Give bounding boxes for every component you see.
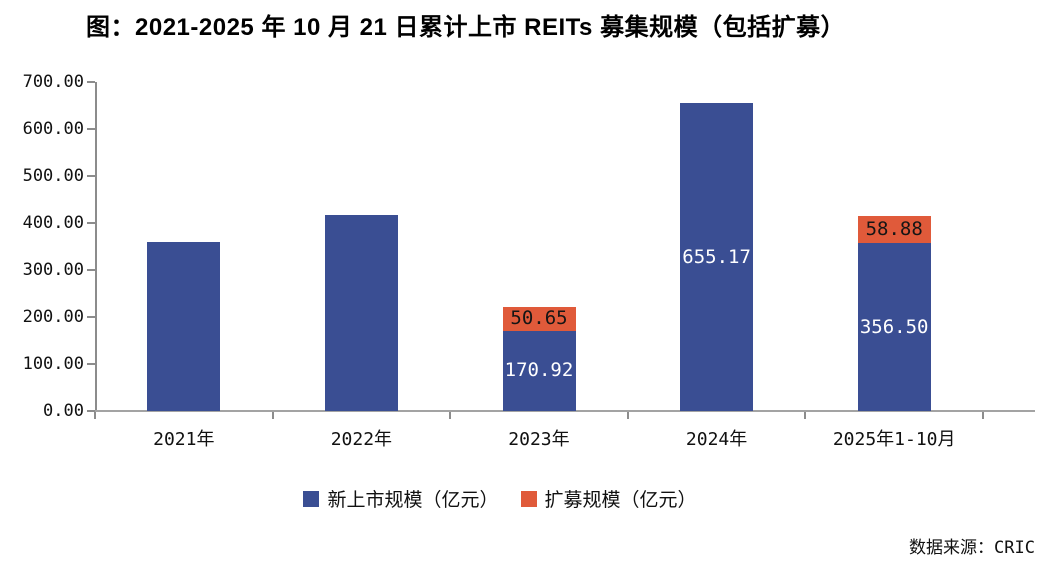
chart-title: 图：2021-2025 年 10 月 21 日累计上市 REITs 募集规模（包… [86, 14, 846, 41]
y-tick-label: 500.00 [22, 166, 84, 186]
bar-segment [324, 214, 398, 411]
legend-swatch-blue-icon [303, 490, 320, 507]
y-tick-label: 600.00 [22, 119, 84, 139]
data-source: 数据来源：CRIC [909, 538, 1035, 558]
x-tick [271, 412, 274, 419]
y-tick [87, 363, 95, 365]
y-tick [87, 175, 95, 177]
legend-item-new-listing: 新上市规模（亿元） [303, 485, 499, 512]
bar-value-label: 58.88 [865, 218, 923, 241]
y-tick [87, 316, 95, 318]
bar-value-label: 170.92 [504, 359, 574, 382]
x-tick [449, 412, 452, 419]
bar-value-label: 655.17 [682, 245, 751, 268]
bar-value-label: 356.50 [859, 315, 929, 338]
x-tick [626, 412, 629, 419]
y-tick [87, 128, 95, 130]
legend-swatch-orange-icon [520, 490, 537, 507]
y-tick-label: 400.00 [22, 213, 84, 233]
y-tick [87, 410, 95, 412]
x-category-label: 2022年 [330, 429, 393, 450]
bar-segment: 50.65 [502, 306, 576, 331]
y-tick [87, 269, 95, 271]
x-tick [982, 412, 984, 419]
legend-label-expansion: 扩募规模（亿元） [544, 490, 697, 511]
y-tick-label: 200.00 [22, 307, 84, 327]
legend-item-expansion: 扩募规模（亿元） [520, 485, 697, 512]
y-tick-label: 100.00 [22, 354, 84, 374]
bar-segment: 170.92 [502, 330, 576, 411]
x-axis-line [95, 410, 1035, 412]
x-category-label: 2024年 [685, 429, 748, 450]
x-category-label: 2021年 [153, 429, 215, 450]
x-category-label: 2025年1-10月 [832, 429, 956, 450]
bar-segment: 655.17 [680, 103, 754, 411]
bar-segment [147, 241, 221, 411]
legend: 新上市规模（亿元） 扩募规模（亿元） [0, 485, 1000, 512]
legend-label-new-listing: 新上市规模（亿元） [327, 490, 499, 511]
y-axis-line [95, 82, 97, 412]
bar-segment: 356.50 [857, 243, 931, 411]
x-category-label: 2023年 [508, 429, 570, 450]
y-tick [87, 222, 95, 224]
x-tick [804, 412, 807, 419]
y-tick [87, 81, 95, 83]
y-tick-label: 300.00 [22, 260, 84, 280]
bar-value-label: 50.65 [510, 307, 568, 330]
bar-segment: 58.88 [857, 215, 931, 244]
y-tick-label: 0.00 [43, 401, 84, 421]
x-tick [94, 412, 96, 419]
y-tick-label: 700.00 [22, 72, 84, 92]
